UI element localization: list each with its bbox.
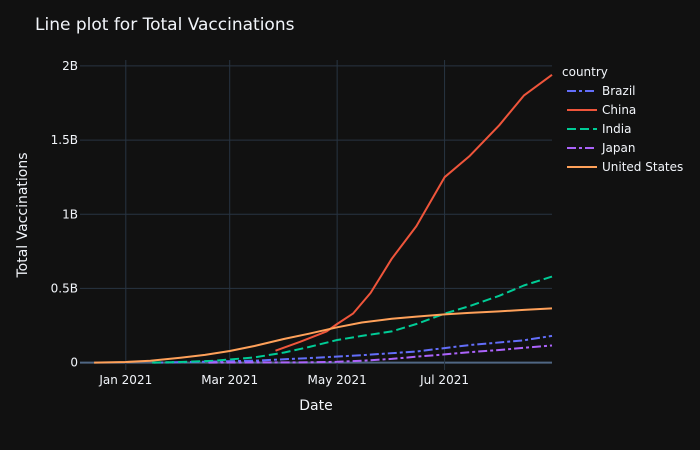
y-tick-label: 1B	[62, 207, 78, 221]
y-axis-title: Total Vaccinations	[15, 152, 31, 278]
x-tick-label: May 2021	[308, 373, 367, 387]
legend-item[interactable]: United States	[567, 160, 683, 174]
legend-item[interactable]: India	[567, 122, 631, 136]
legend-title: country	[562, 65, 608, 79]
y-tick-label: 0.5B	[51, 281, 78, 295]
legend-label: India	[602, 122, 631, 136]
series-line-india[interactable]	[152, 275, 553, 364]
plot-background	[80, 60, 552, 370]
series-lines[interactable]	[94, 73, 553, 364]
x-axis-title: Date	[299, 398, 332, 414]
legend-item[interactable]: Japan	[567, 141, 635, 155]
y-tick-label: 1.5B	[51, 133, 78, 147]
legend[interactable]: country Brazil China India Japan United Stat…	[562, 65, 683, 174]
y-tick-label: 0	[70, 356, 78, 370]
y-axis-ticks: 0 0.5B 1B 1.5B 2B	[51, 59, 78, 370]
legend-label: Japan	[601, 141, 635, 155]
legend-label: Brazil	[602, 84, 636, 98]
series-line-brazil[interactable]	[153, 334, 553, 364]
x-tick-label: Jul 2021	[419, 373, 469, 387]
x-tick-label: Mar 2021	[201, 373, 258, 387]
legend-label: China	[602, 103, 636, 117]
y-tick-label: 2B	[62, 59, 78, 73]
legend-label: United States	[602, 160, 683, 174]
plot-area	[80, 60, 553, 370]
legend-item[interactable]: Brazil	[567, 84, 636, 98]
chart-title: Line plot for Total Vaccinations	[35, 15, 295, 35]
x-tick-label: Jan 2021	[98, 373, 152, 387]
legend-items[interactable]: Brazil China India Japan United States	[567, 84, 683, 174]
legend-item[interactable]: China	[567, 103, 636, 117]
x-axis-ticks: Jan 2021 Mar 2021 May 2021 Jul 2021	[98, 373, 469, 387]
series-line-china[interactable]	[275, 73, 553, 352]
series-line-japan[interactable]	[208, 344, 553, 364]
series-line-united-states[interactable]	[94, 307, 553, 364]
